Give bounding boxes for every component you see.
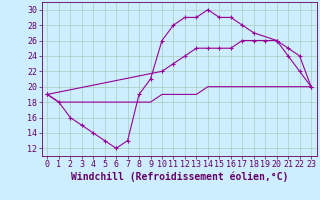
X-axis label: Windchill (Refroidissement éolien,°C): Windchill (Refroidissement éolien,°C) xyxy=(70,172,288,182)
